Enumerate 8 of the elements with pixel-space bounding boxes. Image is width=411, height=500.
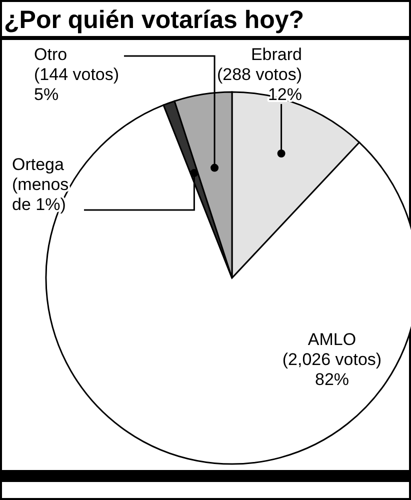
slice-label: Ortega bbox=[12, 155, 65, 174]
slice-label: Otro bbox=[34, 45, 68, 64]
slice-label: AMLO bbox=[308, 330, 356, 349]
data-label: (144 votos) 5% bbox=[34, 65, 120, 104]
data-label: (288 votos) 12% bbox=[216, 65, 302, 104]
data-label: (2,026 votos) 82% bbox=[282, 350, 382, 389]
chart-title: ¿Por quién votarías hoy? bbox=[4, 6, 304, 34]
slice-label: Ebrard bbox=[250, 45, 302, 64]
